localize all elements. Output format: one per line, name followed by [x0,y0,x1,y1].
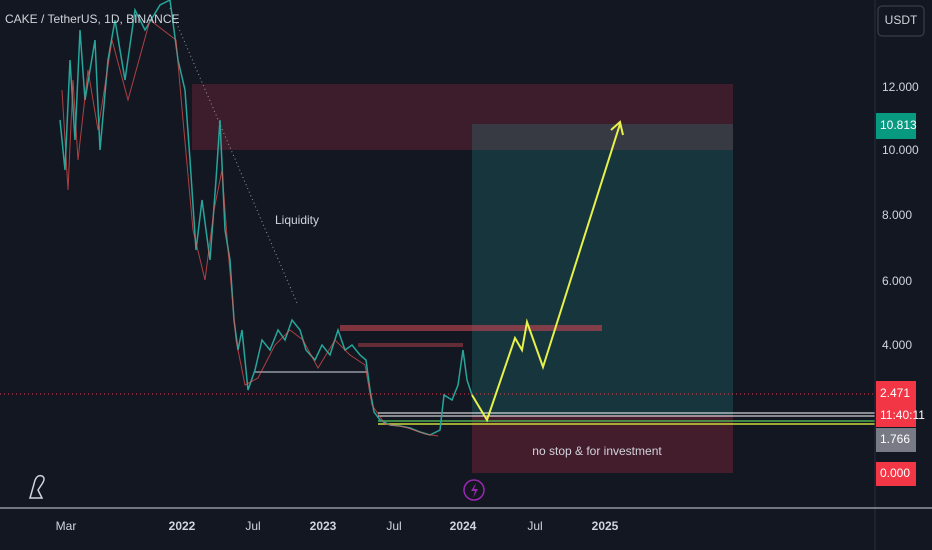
price-tick: 4.000 [882,338,912,352]
price-badge [876,462,916,486]
price-badge [876,113,916,139]
resistance-bar [358,343,463,347]
arrow-head [610,120,624,136]
projection-arrow [471,123,621,423]
time-tick: 2025 [592,519,619,533]
price-path [61,19,439,437]
logo [29,474,45,499]
time-tick: Jul [527,519,542,533]
stop-label: 1.766 [880,432,910,446]
currency[interactable]: USDT [885,13,918,27]
target-label: 10.813 [880,118,917,132]
zero-label: 0.000 [880,466,910,480]
time-tick: 2024 [450,519,477,533]
symbol-title: CAKE / TetherUS, 1D, BINANCE [5,12,180,26]
event-icon[interactable] [471,483,478,498]
time-tick: 2023 [310,519,337,533]
price-badge [876,428,916,452]
event-icon[interactable] [463,479,485,501]
price-badge [876,381,916,427]
profit-zone [472,124,733,415]
last-price: 2.471 [880,386,910,400]
price-tick: 10.000 [882,143,919,157]
annotation: no stop & for investment [532,444,662,458]
price-tick: 6.000 [882,274,912,288]
resistance-bar [340,325,602,331]
countdown: 11:40:11 [880,408,925,422]
time-tick: 2022 [169,519,196,533]
time-tick: Jul [386,519,401,533]
time-tick: Jul [245,519,260,533]
liquidity-zone [192,84,733,150]
annotation: Liquidity [275,213,319,227]
currency-button[interactable] [877,5,925,37]
trend-line [169,7,298,304]
price-tick: 8.000 [882,208,912,222]
time-tick: Mar [56,519,77,533]
price-tick: 12.000 [882,80,919,94]
